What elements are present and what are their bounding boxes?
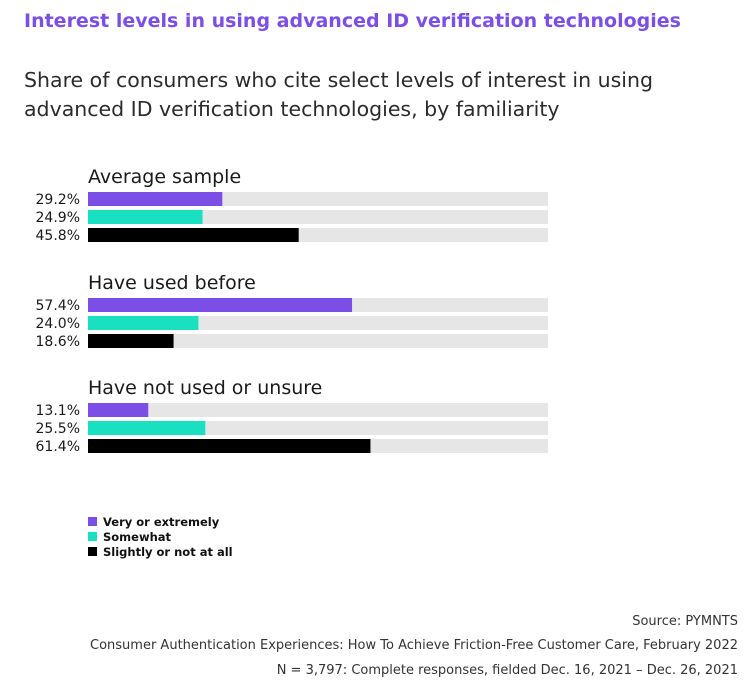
bar [88,228,299,242]
report-note: Consumer Authentication Experiences: How… [90,638,738,653]
bar [88,439,371,453]
legend-label: Very or extremely [103,514,220,529]
bar-track [88,334,548,348]
group-label: Have used before [88,272,256,294]
legend-item-slightly-or-not: Slightly or not at all [88,544,233,559]
bar-track [88,210,548,224]
source-note: Source: PYMNTS [632,614,738,629]
group-label: Average sample [88,166,241,188]
legend-item-very-or-extremely: Very or extremely [88,514,233,529]
data-label: 29.2% [36,192,80,208]
bar [88,298,353,312]
chart-subtitle: Share of consumers who cite select level… [24,68,653,121]
bar [88,421,206,435]
bar [88,210,203,224]
bar [88,192,223,206]
data-label: 25.5% [36,421,80,437]
bar [88,334,174,348]
data-label: 45.8% [36,228,80,244]
data-label: 57.4% [36,298,80,314]
legend-swatch [88,547,97,556]
sample-note: N = 3,797: Complete responses, fielded D… [276,663,738,678]
data-label: 24.0% [36,316,80,332]
legend-swatch [88,532,97,541]
data-label: 61.4% [36,439,80,455]
data-label: 24.9% [36,210,80,226]
bar-track [88,316,548,330]
legend-item-somewhat: Somewhat [88,529,233,544]
legend-label: Somewhat [103,529,172,544]
chart-title: Interest levels in using advanced ID ver… [24,10,681,32]
data-label: 18.6% [36,334,80,350]
bar [88,403,149,417]
data-label: 13.1% [36,403,80,419]
bar-track [88,403,548,417]
group-label: Have not used or unsure [88,377,322,399]
legend-swatch [88,517,97,526]
bar [88,316,199,330]
legend: Very or extremely Somewhat Slightly or n… [88,514,233,559]
legend-label: Slightly or not at all [103,544,233,559]
